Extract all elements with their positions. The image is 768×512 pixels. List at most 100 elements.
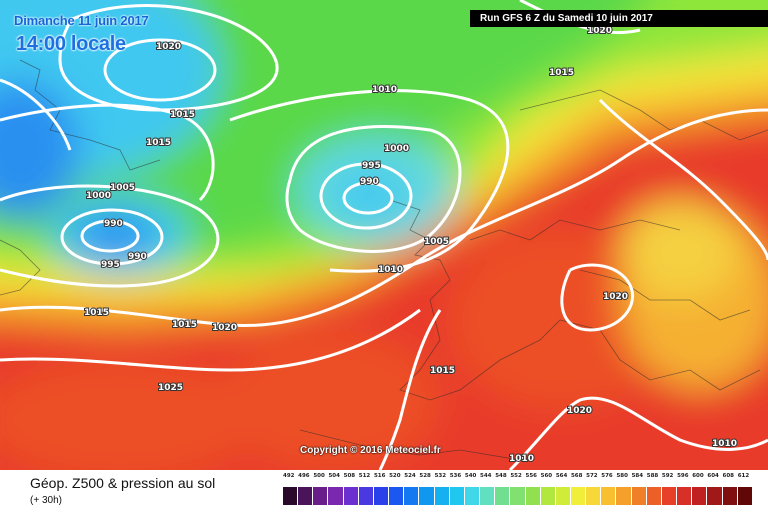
legend-swatch <box>646 487 662 505</box>
legend-value: 492 <box>283 473 295 479</box>
legend-value: 596 <box>677 473 689 479</box>
isobar-label: 1020 <box>603 292 628 302</box>
legend-swatch <box>707 487 723 505</box>
legend-value: 588 <box>646 473 659 479</box>
coastlines <box>0 59 768 461</box>
legend-value: 552 <box>510 473 522 479</box>
isobar-label: 1010 <box>372 85 397 95</box>
legend-value: 528 <box>419 473 431 479</box>
legend-swatch <box>495 487 511 505</box>
isobar-label: 990 <box>128 252 147 262</box>
model-run-banner: Run GFS 6 Z du Samedi 10 juin 2017 <box>470 10 768 27</box>
legend-value: 600 <box>692 473 704 479</box>
legend-value: 572 <box>586 473 598 479</box>
isobar-label: 1015 <box>549 68 574 78</box>
forecast-local-time: 14:00 locale <box>16 33 126 55</box>
legend-value: 536 <box>449 473 462 479</box>
legend-swatch <box>328 487 344 505</box>
legend-swatch <box>737 487 753 505</box>
isobar-label: 1015 <box>84 308 109 318</box>
isobar-labels: 1020 1015 1015 1005 1000 990 995 990 101… <box>83 25 738 465</box>
legend-value: 512 <box>358 473 371 479</box>
isobar-label: 1020 <box>567 406 592 416</box>
legend-value: 612 <box>737 473 750 479</box>
legend-swatch <box>570 487 587 505</box>
legend-swatch <box>419 487 435 505</box>
legend-value: 568 <box>570 473 583 479</box>
legend-swatch <box>313 487 329 505</box>
color-scale-legend: 492 496 500 504 508 512 516 520 524 528 532 536 540 5… <box>283 473 753 507</box>
legend-swatch <box>464 487 481 505</box>
legend-value: 560 <box>540 473 553 479</box>
isobar-label: 1025 <box>158 383 183 393</box>
legend-swatch <box>722 487 738 505</box>
legend-swatch <box>449 487 465 505</box>
isobar-label: 1010 <box>712 439 737 449</box>
legend-swatch <box>389 487 405 505</box>
legend-swatch <box>510 487 526 505</box>
legend-swatch <box>404 487 420 505</box>
legend-swatch <box>586 487 602 505</box>
legend-swatch <box>525 487 541 505</box>
isobar-label: 1020 <box>212 323 237 333</box>
legend-value: 564 <box>555 473 568 479</box>
isobar-label: 1010 <box>378 265 403 275</box>
isobar-label: 1010 <box>509 454 534 464</box>
legend-value: 584 <box>631 473 644 479</box>
legend-value: 544 <box>480 473 492 479</box>
legend-swatch <box>661 487 678 505</box>
legend-swatch <box>631 487 647 505</box>
legend-value: 580 <box>616 473 628 479</box>
legend-swatches <box>283 487 753 505</box>
legend-swatch <box>601 487 617 505</box>
legend-value: 576 <box>601 473 613 479</box>
isobar-label: 1000 <box>384 144 409 154</box>
isobar-label: 1020 <box>587 26 612 36</box>
legend-swatch <box>358 487 374 505</box>
weather-map: 1020 1015 1015 1005 1000 990 995 990 101… <box>0 0 768 470</box>
isobar-label: 1015 <box>172 320 197 330</box>
legend-value: 524 <box>404 473 416 479</box>
forecast-date: Dimanche 11 juin 2017 <box>14 13 149 28</box>
legend-value: 556 <box>525 473 537 479</box>
map-footer: Géop. Z500 & pression au sol (+ 30h) 492… <box>0 470 768 512</box>
legend-swatch <box>343 487 359 505</box>
isobar-label: 995 <box>362 161 381 171</box>
legend-value: 592 <box>661 473 674 479</box>
legend-value: 496 <box>298 473 310 479</box>
legend-value: 516 <box>373 473 386 479</box>
isobar-label: 1000 <box>86 191 111 201</box>
legend-swatch <box>373 487 390 505</box>
legend-value: 504 <box>328 473 340 479</box>
legend-swatch <box>298 487 314 505</box>
isobar-label: 995 <box>101 260 120 270</box>
legend-value: 540 <box>464 473 477 479</box>
legend-value: 500 <box>313 473 325 479</box>
legend-swatch <box>677 487 693 505</box>
geopotential-field <box>0 0 768 470</box>
chart-title: Géop. Z500 & pression au sol <box>30 475 216 491</box>
isobar-label: 1015 <box>170 110 195 120</box>
legend-value: 520 <box>389 473 401 479</box>
legend-value: 604 <box>707 473 719 479</box>
legend-swatch <box>692 487 708 505</box>
isobar-label: 990 <box>360 177 379 187</box>
map-canvas: 1020 1015 1015 1005 1000 990 995 990 101… <box>0 0 768 470</box>
isobar-label: 1015 <box>430 366 455 376</box>
isobar-label: 1020 <box>156 42 181 52</box>
legend-value: 548 <box>495 473 507 479</box>
isobar-label: 990 <box>104 219 123 229</box>
isobar-label: 1015 <box>146 138 171 148</box>
isobar-label: 1005 <box>424 237 449 247</box>
legend-values: 492 496 500 504 508 512 516 520 524 528 532 536 540 5… <box>283 473 753 485</box>
forecast-offset: (+ 30h) <box>30 495 62 506</box>
legend-value: 608 <box>722 473 735 479</box>
isobar-label: 1005 <box>110 183 135 193</box>
legend-swatch <box>555 487 571 505</box>
legend-swatch <box>480 487 496 505</box>
legend-value: 508 <box>343 473 356 479</box>
legend-swatch <box>283 487 299 505</box>
legend-swatch <box>616 487 632 505</box>
copyright-notice: Copyright © 2016 Meteociel.fr <box>300 445 441 456</box>
legend-swatch <box>434 487 450 505</box>
